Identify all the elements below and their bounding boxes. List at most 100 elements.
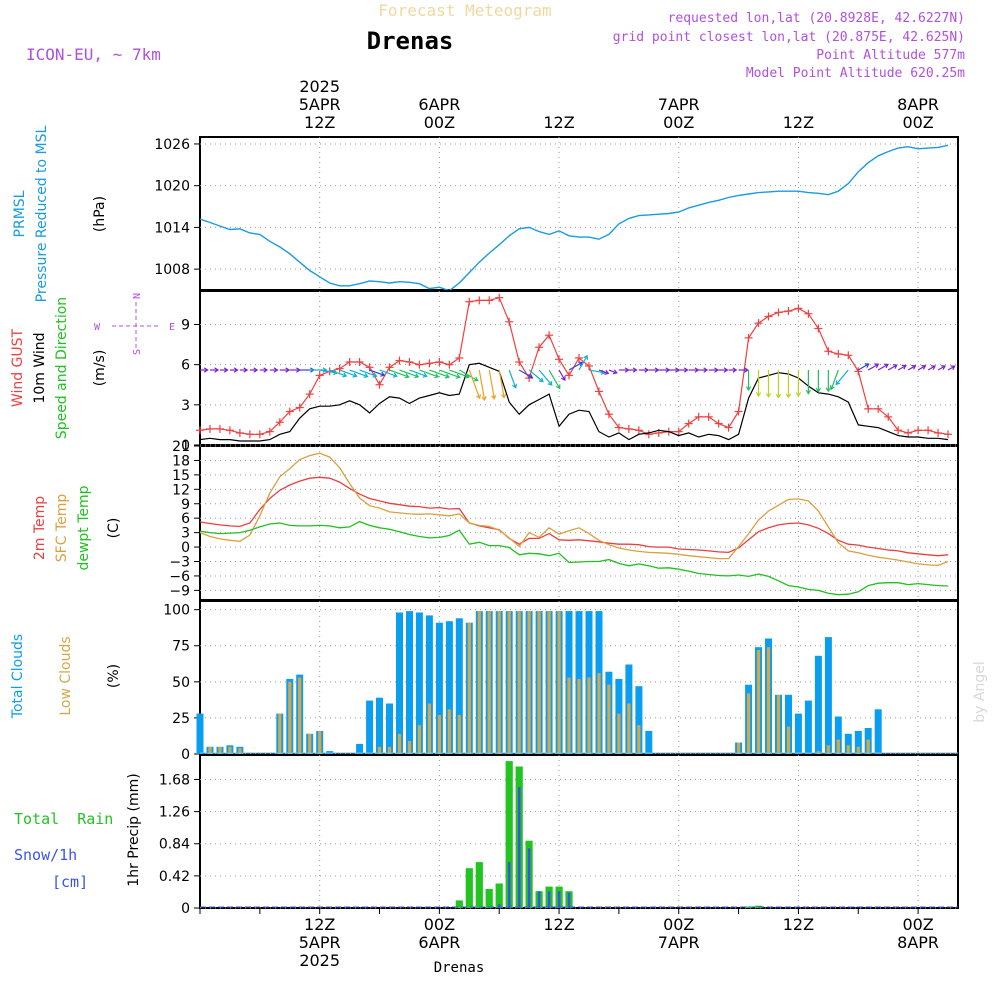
temp-sfc-label: SFC Temp — [54, 494, 70, 563]
clouds-panel: 0 25 50 75 100 — [163, 600, 959, 763]
wind-arrow — [877, 363, 889, 371]
wind-arrow — [399, 369, 419, 378]
wind-arrow-head — [422, 372, 428, 378]
pressure-line — [199, 144, 949, 292]
low-cloud-bar — [308, 733, 312, 754]
wind-arrow — [907, 365, 916, 371]
wind-arrow-head — [444, 373, 450, 379]
wind-labels: Wind GUST 10m Wind Speed and Direction (… — [10, 297, 108, 439]
low-cloud-bar — [567, 677, 571, 754]
wind-arrow-head — [795, 392, 802, 398]
wind-arrow-head — [528, 373, 534, 379]
y-tick-label: 0 — [181, 901, 190, 917]
wind-arrow — [439, 369, 460, 378]
low-cloud-bar — [627, 703, 631, 754]
wind-arrow-head — [561, 376, 566, 382]
bottom-time-label: 12Z — [783, 915, 814, 934]
wind-arrow — [379, 369, 398, 377]
low-cloud-bar — [218, 746, 222, 754]
low-cloud-bar — [856, 746, 860, 754]
wind-arrow-head — [233, 367, 239, 373]
wind-arrow-head — [512, 383, 518, 389]
pressure-labels: PRMSL Pressure Reduced to MSL (hPa) — [12, 125, 108, 302]
wind-arrow-head — [481, 395, 487, 401]
low-cloud-bar — [477, 611, 481, 754]
snow-bar — [547, 891, 551, 908]
wind-arrow-head — [285, 367, 291, 373]
low-cloud-bar — [457, 715, 461, 754]
total-cloud-bar — [844, 733, 852, 754]
total-cloud-bar — [366, 700, 374, 754]
y-tick-label: 0 — [181, 540, 190, 556]
low-cloud-bar — [288, 681, 292, 754]
wind-arrow-head — [273, 367, 279, 373]
wind-arrow-head — [243, 367, 249, 373]
low-cloud-bar — [517, 611, 521, 754]
total-cloud-bar — [435, 622, 443, 754]
wind-arrow — [947, 365, 955, 371]
wind-arrow-head — [253, 367, 259, 373]
low-cloud-bar — [577, 678, 581, 754]
wind-arrow-head — [404, 373, 410, 379]
wind-arrow — [835, 369, 849, 385]
wind-arrow-head — [363, 373, 369, 378]
wind-arrow-head — [372, 372, 378, 378]
low-cloud-bar — [318, 730, 322, 754]
wind-arrow-head — [765, 393, 772, 398]
wind-arrow — [389, 369, 409, 378]
wind-panel: 0 3 6 9 — [181, 290, 959, 454]
wind-arrow-head — [714, 367, 720, 373]
wind-arrow — [329, 369, 347, 377]
wind-arrow-head — [455, 373, 461, 379]
y-tick-label: −3 — [169, 555, 190, 571]
bottom-time-label: 12Z — [543, 915, 574, 934]
info-line-2: grid point closest lon,lat (20.875E, 42.… — [613, 30, 965, 45]
top-time-label: 12Z — [304, 113, 335, 132]
wind-dir-label: Speed and Direction — [54, 297, 70, 439]
wind-arrow-head — [683, 367, 689, 373]
wind-arrow — [429, 369, 450, 378]
wind-arrow — [927, 365, 936, 371]
total-cloud-bar — [445, 621, 453, 754]
wind-arrow — [409, 369, 427, 377]
precipitation-frame — [199, 754, 959, 909]
wind-arrow — [319, 369, 338, 374]
wind-arrow-head — [864, 363, 870, 368]
total-cloud-bar — [425, 615, 433, 754]
wind-frame — [199, 290, 959, 446]
bottom-time-label: 00Z — [663, 915, 694, 934]
total-cloud-bar — [406, 611, 413, 754]
low-cloud-bar — [587, 677, 591, 754]
bottom-time-label: 6APR — [418, 933, 460, 952]
wind-arrow-head — [732, 367, 738, 373]
wind-arrow — [518, 369, 533, 379]
top-time-label: 00Z — [663, 113, 694, 132]
bottom-time-label: 2025 — [299, 951, 340, 970]
top-time-label: 5APR — [299, 95, 341, 114]
total-cloud-bar — [635, 686, 643, 754]
wind-arrow-head — [392, 372, 398, 378]
y-tick-label: 3 — [181, 398, 190, 414]
wind-arrow — [528, 369, 544, 383]
total-cloud-bar — [356, 743, 364, 754]
low-cloud-bar — [786, 726, 791, 754]
y-tick-label: 0 — [181, 747, 190, 763]
temp-labels: 2m Temp SFC Temp dewpt Temp (C) — [32, 485, 122, 570]
top-time-label: 12Z — [543, 113, 574, 132]
wind-arrow — [419, 369, 439, 378]
info-line-3: Point Altitude 577m — [816, 48, 965, 63]
low-cloud-bar — [437, 715, 441, 754]
wind-arrow-head — [883, 363, 889, 369]
sfc-temp-line — [199, 452, 949, 567]
bottom-time-label: 5APR — [299, 933, 341, 952]
cloud-low-label: Low Clouds — [58, 636, 74, 715]
wind-arrow — [369, 369, 385, 376]
low-cloud-bar — [208, 746, 212, 754]
wind-arrow — [339, 369, 357, 377]
wind-arrow-head — [223, 367, 229, 373]
low-cloud-bar — [238, 748, 242, 754]
top-time-label: 12Z — [783, 113, 814, 132]
precip-labels: Total Rain Snow/1h [cm] 1hr Precip (mm) — [14, 773, 142, 891]
precip-axis-label: 1hr Precip (mm) — [126, 773, 142, 886]
wind-arrow-head — [892, 364, 898, 369]
